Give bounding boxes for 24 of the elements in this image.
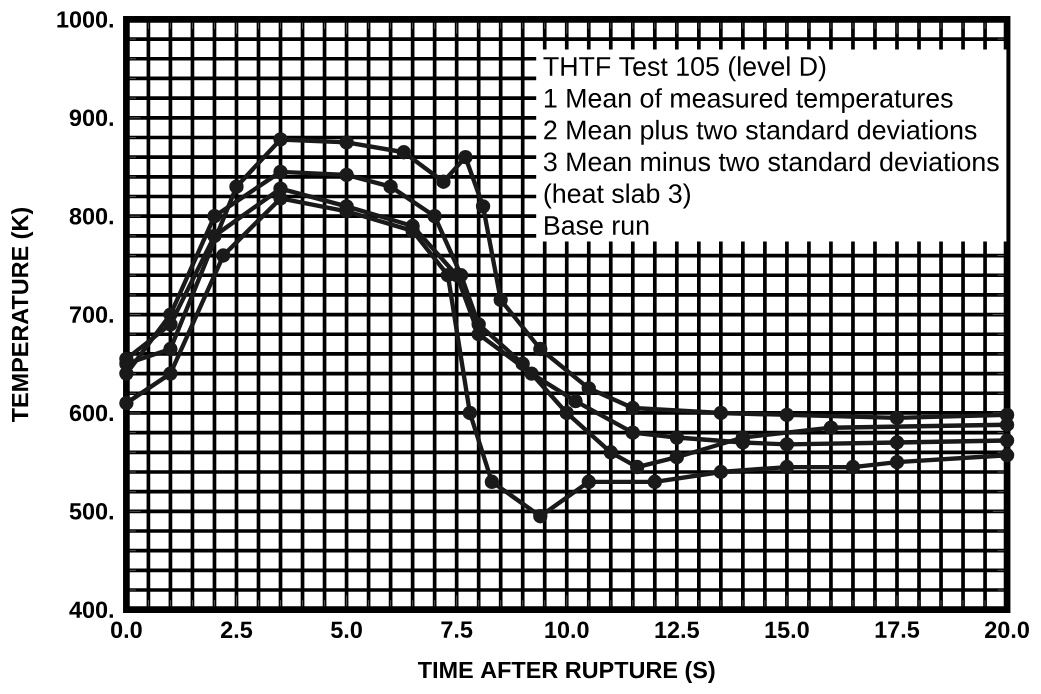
y-tick-label: 1000. [57,11,113,28]
annotation: THTF Test 105 (level D) [543,56,826,82]
x-tick-label: 15.0 [765,621,809,639]
annotation: Base run [545,216,649,235]
y-tick-label: 700. [69,306,113,323]
y-axis-title: TEMPERATURE (K) [11,207,34,423]
x-tick-label: 7.5 [441,621,473,638]
y-tick-label: 900. [69,109,113,127]
annotation: 3 Mean minus two standard deviations [543,151,999,172]
x-tick-label: 17.5 [875,621,920,638]
y-tick-label: 800. [69,207,113,225]
x-tick-label: 5.0 [331,621,362,639]
annotation: 2 Mean plus two standard deviations [544,119,977,145]
y-tick-label: 400. [69,601,113,618]
x-tick-label: 10.0 [545,621,589,639]
x-tick-label: 0.0 [111,621,142,639]
x-tick-label: 20.0 [985,621,1029,639]
annotation: (heat slab 3) [544,183,690,209]
x-tick-label: 12.5 [655,621,699,639]
y-tick-label: 600. [69,404,113,422]
annotation: 1 Mean of measured temperatures [544,88,953,114]
x-tick-label: 2.5 [220,621,253,639]
x-axis-title: TIME AFTER RUPTURE (S) [418,661,715,683]
y-tick-label: 500. [69,503,113,520]
